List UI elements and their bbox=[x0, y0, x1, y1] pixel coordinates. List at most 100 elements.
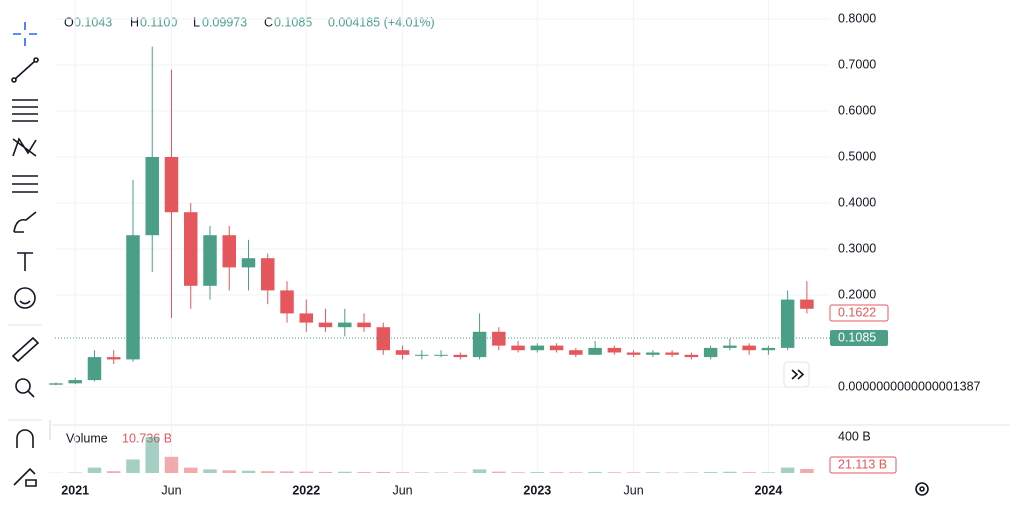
volume-bar bbox=[800, 469, 813, 473]
toolbar bbox=[8, 22, 50, 486]
volume-bar bbox=[550, 472, 563, 473]
volume-bar bbox=[126, 460, 139, 474]
crosshair-tool[interactable] bbox=[13, 22, 37, 46]
volume-bar bbox=[685, 472, 698, 473]
volume-bar bbox=[608, 472, 621, 473]
candle-body bbox=[473, 332, 486, 357]
marker-tag-text: 0.1622 bbox=[838, 305, 876, 319]
y-tick-label: 0.3000 bbox=[838, 241, 876, 255]
magnet-tool[interactable] bbox=[17, 430, 33, 448]
candle-body bbox=[627, 353, 640, 355]
volume-bar bbox=[377, 472, 390, 473]
legend-key: C bbox=[264, 15, 273, 29]
candle-body bbox=[300, 313, 313, 322]
candle-body bbox=[223, 235, 236, 267]
x-tick-label: 2021 bbox=[61, 483, 89, 497]
pattern-tool[interactable] bbox=[13, 139, 36, 156]
fib-tool[interactable] bbox=[12, 100, 38, 121]
prediction-tool[interactable] bbox=[12, 176, 38, 192]
y-tick-label: 0.4000 bbox=[838, 195, 876, 209]
volume-bar bbox=[357, 472, 370, 473]
volume-bar bbox=[145, 437, 158, 473]
y-tick-label: 0.8000 bbox=[838, 11, 876, 25]
legend-value: 0.1043 bbox=[74, 15, 112, 29]
legend-key: H bbox=[130, 15, 139, 29]
trend-line-tool[interactable] bbox=[12, 58, 38, 82]
lock-tool[interactable] bbox=[14, 469, 36, 486]
candle-body bbox=[454, 355, 467, 357]
candle-body bbox=[550, 346, 563, 351]
emoji-tool[interactable] bbox=[15, 288, 35, 308]
volume-bar bbox=[781, 468, 794, 473]
volume-bar bbox=[492, 472, 505, 473]
y-tick-label: 0.2000 bbox=[838, 287, 876, 301]
brush-tool[interactable] bbox=[14, 212, 36, 232]
candle-body bbox=[569, 350, 582, 355]
volume-bar bbox=[223, 470, 236, 473]
candle-body bbox=[742, 346, 755, 351]
volume-bar bbox=[165, 457, 178, 473]
candle-body bbox=[261, 258, 274, 290]
volume-bar bbox=[261, 471, 274, 473]
candle-body bbox=[88, 357, 101, 380]
candle-body bbox=[800, 300, 813, 309]
candle-body bbox=[203, 235, 216, 286]
volume-bar bbox=[454, 472, 467, 473]
candle-body bbox=[49, 383, 62, 384]
candle-body bbox=[319, 323, 332, 328]
candle-body bbox=[184, 212, 197, 286]
candle-body bbox=[434, 355, 447, 356]
legend-value: 0.09973 bbox=[202, 15, 247, 29]
x-tick-label: 2022 bbox=[292, 483, 320, 497]
y-tick-label: 0.6000 bbox=[838, 103, 876, 117]
candle-body bbox=[126, 235, 139, 359]
volume-bar bbox=[646, 472, 659, 473]
ohlc-legend: O 0.1043 H 0.1100 L 0.09973 C 0.1085 0.0… bbox=[64, 15, 435, 445]
y-tick-label: 0.5000 bbox=[838, 149, 876, 163]
volume-bar bbox=[473, 469, 486, 473]
candle-body bbox=[396, 350, 409, 355]
candle-body bbox=[68, 380, 81, 383]
y-tick-label: 0.7000 bbox=[838, 57, 876, 71]
volume-bar bbox=[242, 471, 255, 473]
volume-key: Volume bbox=[66, 431, 108, 445]
volume-bar bbox=[107, 471, 120, 473]
text-tool[interactable] bbox=[17, 253, 33, 271]
x-tick-label: 2023 bbox=[523, 483, 551, 497]
candle-body bbox=[145, 157, 158, 235]
candle-body bbox=[357, 323, 370, 328]
volume-bar bbox=[184, 468, 197, 473]
volume-bar bbox=[338, 472, 351, 473]
volume-bar bbox=[588, 472, 601, 473]
x-tick-label: Jun bbox=[392, 483, 412, 497]
volume-bar bbox=[396, 472, 409, 473]
ruler-tool[interactable] bbox=[13, 338, 38, 361]
candle-body bbox=[415, 355, 428, 356]
legend-key: O bbox=[64, 15, 74, 29]
x-tick-label: Jun bbox=[161, 483, 181, 497]
candle-body bbox=[588, 348, 601, 355]
candle-body bbox=[338, 323, 351, 328]
volume-bar bbox=[531, 472, 544, 473]
candle-body bbox=[165, 157, 178, 212]
settings-button[interactable] bbox=[916, 483, 928, 495]
candle-body bbox=[781, 300, 794, 348]
candle-body bbox=[492, 332, 505, 346]
zoom-tool[interactable] bbox=[16, 379, 34, 397]
candle-body bbox=[762, 348, 775, 350]
volume-bar bbox=[627, 472, 640, 473]
volume-bar bbox=[665, 472, 678, 473]
candle-body bbox=[377, 327, 390, 350]
candle-body bbox=[665, 353, 678, 355]
volume-bar bbox=[742, 472, 755, 473]
volume-bar bbox=[723, 472, 736, 473]
x-tick-label: 2024 bbox=[754, 483, 782, 497]
volume-bar bbox=[319, 472, 332, 473]
candle-body bbox=[511, 346, 524, 351]
scroll-right-button[interactable] bbox=[784, 362, 809, 387]
last-price-text: 0.1085 bbox=[838, 330, 876, 344]
volume-bar bbox=[434, 472, 447, 473]
candle-body bbox=[280, 290, 293, 313]
